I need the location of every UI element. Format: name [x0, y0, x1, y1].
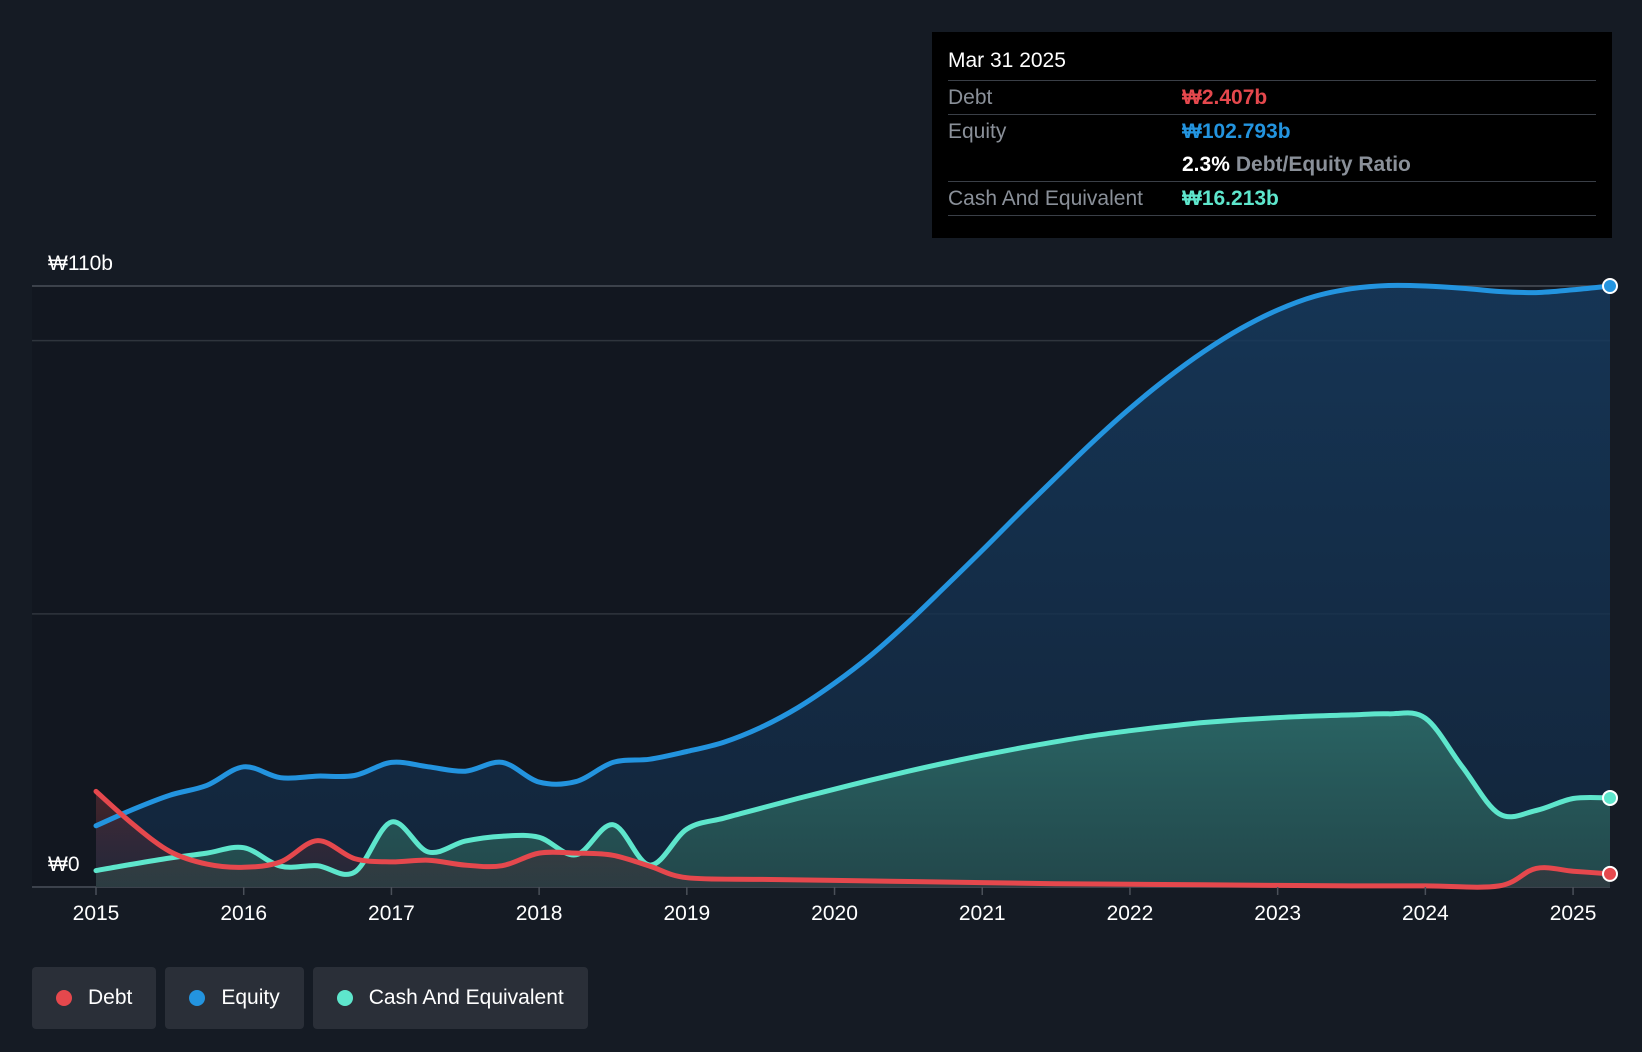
tooltip-panel: Mar 31 2025 Debt ₩2.407b Equity ₩102.793… [932, 32, 1612, 238]
legend: Debt Equity Cash And Equivalent [32, 967, 588, 1029]
legend-item-equity[interactable]: Equity [165, 967, 304, 1029]
tooltip-cash-label: Cash And Equivalent [948, 186, 1143, 210]
x-tick-label: 2022 [1107, 902, 1154, 925]
x-tick-label: 2015 [73, 902, 120, 925]
legend-equity-dot-icon [189, 990, 206, 1006]
area-layer [96, 285, 1610, 888]
x-tick-label: 2021 [959, 902, 1006, 925]
legend-item-debt[interactable]: Debt [32, 967, 157, 1029]
line-layer [93, 282, 1613, 890]
tooltip-ratio-value: 2.3% [1182, 152, 1230, 176]
x-tick-label: 2019 [663, 902, 710, 925]
cash-end-marker [1602, 789, 1618, 806]
y-tick-label: ₩0 [48, 853, 80, 876]
tooltip-equity-label: Equity [948, 119, 1007, 143]
x-tick-label: 2023 [1254, 902, 1301, 925]
tooltip-debt-value: ₩2.407b [1182, 85, 1268, 109]
legend-cash-dot-icon [336, 990, 353, 1006]
tooltip-debt-label: Debt [948, 85, 993, 109]
legend-equity-label: Equity [221, 986, 280, 1009]
y-tick-label: ₩110b [48, 252, 113, 275]
tooltip-row-equity: Equity ₩102.793b [948, 114, 1596, 148]
x-tick-label: 2018 [516, 902, 563, 925]
tooltip-cash-value: ₩16.213b [1182, 186, 1279, 210]
legend-cash-label: Cash And Equivalent [368, 986, 564, 1009]
marker-layer [1602, 278, 1618, 882]
x-tick-label: 2024 [1402, 902, 1449, 925]
debt-end-marker [1602, 865, 1618, 882]
tooltip-row-debt: Debt ₩2.407b [948, 80, 1596, 114]
x-tick-label: 2025 [1550, 902, 1597, 925]
x-tick-label: 2020 [811, 902, 858, 925]
debt-area [96, 791, 1610, 888]
cash-line [93, 710, 1613, 877]
legend-item-cash[interactable]: Cash And Equivalent [312, 967, 588, 1029]
tooltip-equity-value: ₩102.793b [1182, 119, 1291, 143]
equity-line [93, 282, 1613, 829]
x-tick-label: 2016 [220, 902, 267, 925]
x-tick-label: 2017 [368, 902, 415, 925]
legend-debt-label: Debt [88, 986, 133, 1009]
cash-area [96, 712, 1610, 887]
debt-line [93, 788, 1613, 890]
tooltip-ratio-label: Debt/Equity Ratio [1235, 152, 1411, 176]
tooltip-date: Mar 31 2025 [948, 49, 1066, 72]
tooltip-row-ratio: 2.3% Debt/Equity Ratio [948, 148, 1596, 181]
axis-layer: 2015 2016 2017 2018 2019 2020 2021 2022 2023 2024… [48, 252, 1596, 925]
legend-debt-dot-icon [56, 990, 72, 1006]
equity-end-marker [1602, 278, 1618, 294]
tooltip-row-cash: Cash And Equivalent ₩16.213b [948, 181, 1596, 216]
